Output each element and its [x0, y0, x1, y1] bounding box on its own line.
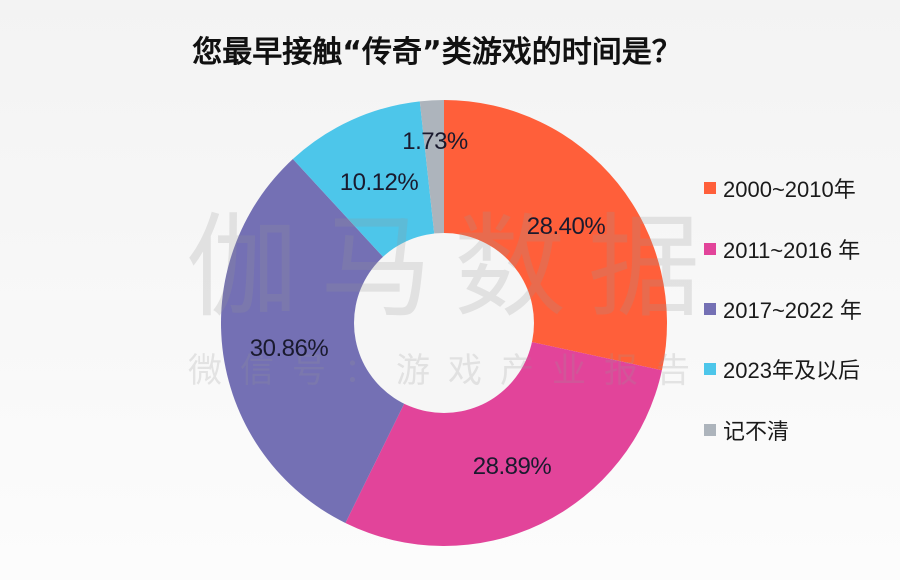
legend-item-unsure[interactable]: 记不清	[704, 414, 789, 446]
legend-swatch-cyan	[704, 363, 716, 375]
legend-item-2023-later[interactable]: 2023年及以后	[704, 353, 860, 385]
legend-label: 2000~2010年	[723, 177, 856, 202]
watermark-logo-text: 伽马数据	[186, 203, 722, 333]
legend-label: 2011~2016 年	[723, 238, 861, 263]
legend-swatch-pink	[704, 243, 716, 255]
legend-label: 2023年及以后	[723, 358, 860, 383]
legend-label: 2017~2022 年	[723, 298, 862, 323]
slice-label-unsure: 1.73%	[402, 128, 468, 155]
legend-swatch-purple	[704, 303, 716, 315]
watermark-subtitle: 微信号：游戏产业报告	[188, 351, 708, 391]
slice-2017-2022[interactable]	[220, 159, 444, 524]
legend-item-2000-2010[interactable]: 2000~2010年	[704, 172, 856, 204]
slice-label-2000-2010: 28.40%	[526, 213, 606, 240]
legend-swatch-grey	[704, 424, 716, 436]
chart-title: 您最早接触“传奇”类游戏的时间是？	[192, 35, 682, 70]
donut-hole	[354, 233, 534, 413]
slice-label-2023-later: 10.12%	[339, 169, 419, 196]
slice-label-2017-2022: 30.86%	[249, 335, 329, 362]
legend-label: 记不清	[723, 419, 790, 444]
legend-item-2017-2022[interactable]: 2017~2022 年	[704, 293, 862, 325]
legend-item-2011-2016[interactable]: 2011~2016 年	[704, 233, 860, 265]
legend-swatch-orange	[704, 182, 716, 194]
slice-label-2011-2016: 28.89%	[472, 453, 552, 480]
